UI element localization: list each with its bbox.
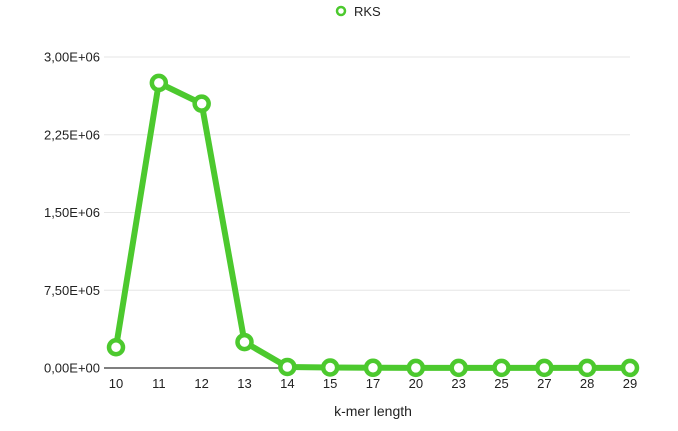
- data-point: [577, 358, 597, 378]
- data-point: [535, 358, 554, 378]
- series-line-rks: [113, 79, 633, 371]
- x-tick-label: 27: [537, 376, 551, 391]
- data-point: [192, 94, 211, 113]
- data-point: [149, 73, 169, 93]
- x-tick-label: 29: [623, 376, 637, 391]
- x-tick-label: 12: [194, 376, 208, 391]
- legend: RKS: [335, 4, 381, 19]
- data-point: [492, 358, 511, 378]
- data-point: [320, 358, 340, 377]
- x-tick-label: 23: [451, 376, 465, 391]
- data-point: [449, 358, 468, 378]
- x-tick-label: 14: [280, 376, 294, 391]
- y-tick-label: 2,25E+06: [44, 127, 100, 142]
- series-layer: [106, 73, 640, 378]
- x-tick-label: 20: [409, 376, 423, 391]
- legend-label-rks: RKS: [354, 4, 381, 19]
- x-tick-label: 15: [323, 376, 337, 391]
- x-tick-label: 25: [494, 376, 508, 391]
- y-tick-label: 3,00E+06: [44, 50, 100, 65]
- gridlines: [104, 56, 630, 291]
- legend-marker-rks: [335, 5, 347, 17]
- x-tick-label: 13: [237, 376, 251, 391]
- x-tick-label: 17: [366, 376, 380, 391]
- data-point: [278, 357, 297, 377]
- data-point: [106, 338, 126, 357]
- y-tick-label: 0,00E+00: [44, 361, 100, 376]
- x-tick-label: 10: [109, 376, 123, 391]
- data-point: [620, 358, 640, 378]
- data-point: [235, 332, 254, 352]
- y-axis-ticks: 0,00E+00 7,50E+05 1,50E+06 2,25E+06 3,00E+06: [44, 50, 100, 376]
- x-axis-ticks: 10 11 12 13 14 15 17 20 23 25 27 28 29: [109, 376, 637, 391]
- data-point: [406, 358, 426, 378]
- data-point: [363, 358, 383, 378]
- y-tick-label: 7,50E+05: [44, 283, 100, 298]
- x-tick-label: 28: [580, 376, 594, 391]
- x-axis-label: k-mer length: [334, 403, 412, 419]
- x-tick-label: 11: [152, 376, 166, 391]
- y-tick-label: 1,50E+06: [44, 205, 100, 220]
